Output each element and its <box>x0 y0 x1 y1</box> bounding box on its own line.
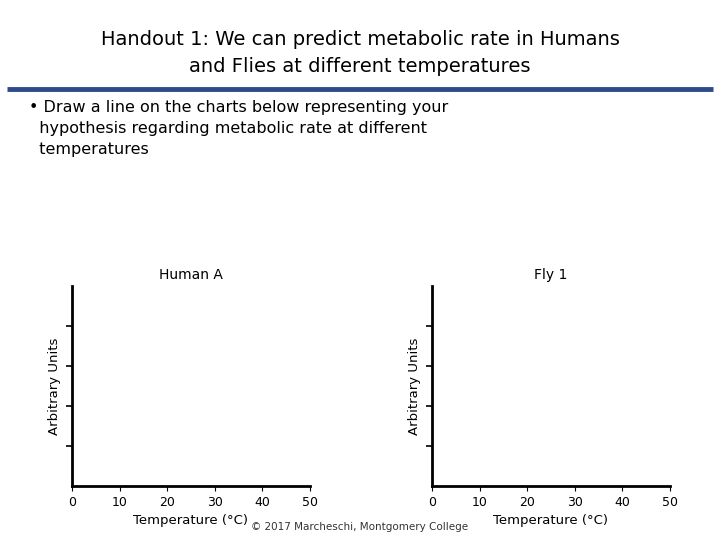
Text: and Flies at different temperatures: and Flies at different temperatures <box>189 57 531 76</box>
Title: Fly 1: Fly 1 <box>534 268 567 282</box>
Text: Handout 1: We can predict metabolic rate in Humans: Handout 1: We can predict metabolic rate… <box>101 30 619 49</box>
Y-axis label: Arbitrary Units: Arbitrary Units <box>48 338 61 435</box>
X-axis label: Temperature (°C): Temperature (°C) <box>493 514 608 527</box>
X-axis label: Temperature (°C): Temperature (°C) <box>133 514 248 527</box>
Text: © 2017 Marcheschi, Montgomery College: © 2017 Marcheschi, Montgomery College <box>251 522 469 532</box>
Y-axis label: Arbitrary Units: Arbitrary Units <box>408 338 421 435</box>
Title: Human A: Human A <box>159 268 222 282</box>
Text: • Draw a line on the charts below representing your
  hypothesis regarding metab: • Draw a line on the charts below repres… <box>29 100 448 157</box>
